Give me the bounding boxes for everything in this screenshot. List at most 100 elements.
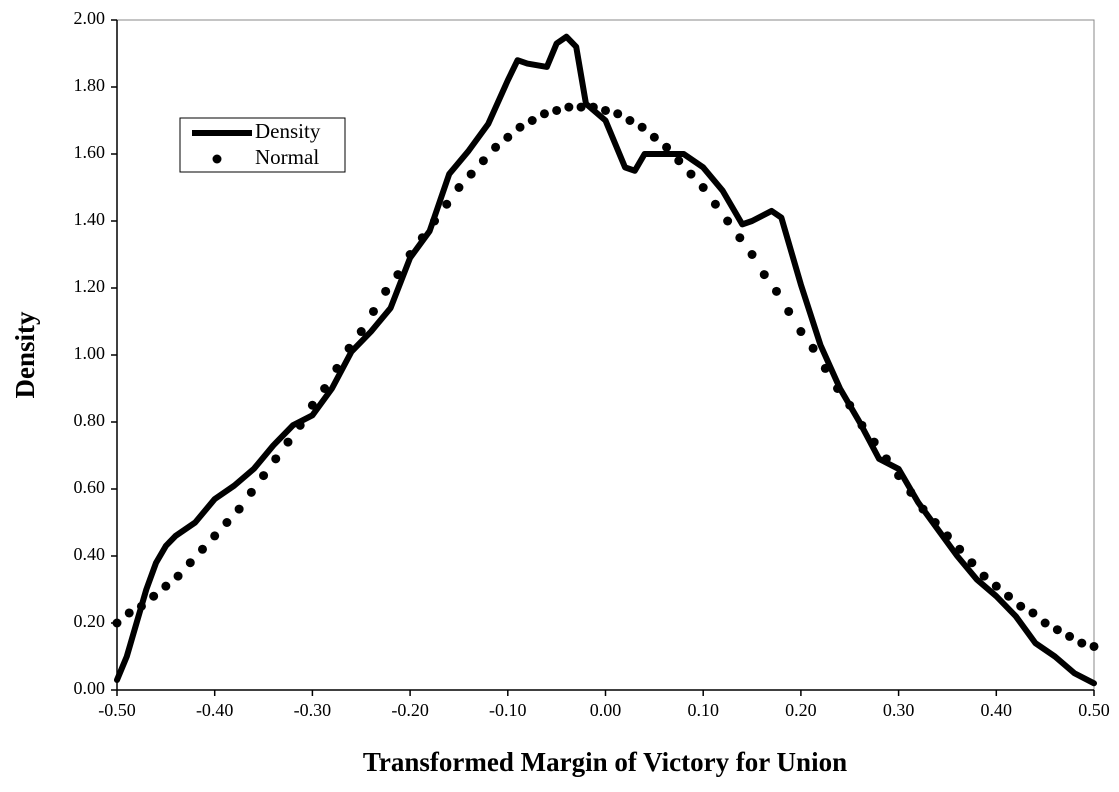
normal-dot: [173, 571, 183, 581]
density-line: [114, 33, 1097, 687]
normal-dot: [332, 363, 342, 373]
normal-dot: [942, 531, 952, 541]
x-tick-label: -0.10: [489, 700, 527, 720]
normal-dot: [552, 105, 562, 115]
normal-dot: [442, 199, 452, 209]
normal-dot: [930, 518, 940, 527]
normal-dot: [136, 601, 146, 611]
x-tick-label: -0.20: [391, 700, 429, 720]
y-tick-label: 0.80: [74, 410, 106, 430]
normal-dot: [637, 122, 647, 132]
normal-dot: [906, 487, 916, 497]
normal-dot: [588, 102, 598, 112]
normal-dot: [869, 437, 879, 447]
normal-dot: [686, 169, 696, 179]
normal-dot: [710, 199, 720, 209]
normal-dot: [674, 156, 684, 166]
normal-dot: [527, 116, 537, 125]
y-tick-label: 0.20: [74, 611, 106, 631]
normal-dot: [259, 471, 269, 481]
normal-dot: [466, 169, 476, 179]
normal-dot: [222, 518, 232, 527]
y-tick-label: 1.20: [74, 276, 106, 296]
y-tick-label: 1.80: [74, 75, 106, 95]
x-tick-label: 0.00: [590, 700, 622, 720]
y-tick-label: 0.60: [74, 477, 106, 497]
normal-dot: [478, 156, 488, 166]
normal-dot: [393, 270, 403, 280]
normal-dot: [784, 306, 794, 316]
normal-dot: [918, 504, 928, 514]
normal-dot: [491, 142, 501, 152]
x-tick-label: -0.30: [294, 700, 332, 720]
normal-dot: [967, 558, 977, 568]
normal-dot: [295, 420, 305, 430]
normal-dot: [1004, 591, 1014, 601]
normal-dot: [576, 102, 586, 112]
y-tick-label: 1.00: [74, 343, 106, 363]
normal-dot: [161, 581, 171, 591]
normal-dot: [124, 608, 134, 618]
normal-dot: [1077, 638, 1087, 648]
legend-marker: [212, 154, 222, 164]
normal-dot: [1065, 631, 1075, 641]
normal-dot: [735, 233, 745, 243]
normal-dot: [1089, 641, 1099, 651]
normal-dot: [149, 591, 159, 601]
normal-dot: [454, 183, 464, 192]
x-tick-label: 0.20: [785, 700, 817, 720]
legend-box: [179, 117, 346, 173]
normal-dot: [112, 618, 122, 628]
normal-dot: [1052, 625, 1062, 635]
y-tick-label: 1.40: [74, 209, 106, 229]
normal-dot: [833, 384, 843, 393]
y-tick-label: 0.00: [74, 678, 106, 698]
normal-dot: [979, 571, 989, 581]
normal-dot: [381, 286, 391, 296]
normal-dot: [307, 400, 317, 410]
normal-dot: [613, 109, 623, 119]
normal-dot: [1016, 601, 1026, 611]
y-tick-label: 1.60: [74, 142, 106, 162]
normal-dot: [601, 105, 610, 115]
normal-dot: [1028, 608, 1038, 618]
normal-dot: [283, 437, 293, 447]
normal-dot: [185, 558, 195, 568]
normal-dot: [197, 544, 207, 554]
x-tick-label: 0.30: [883, 700, 915, 720]
x-tick-label: -0.50: [98, 700, 136, 720]
normal-dot: [503, 132, 513, 142]
normal-dot: [857, 420, 867, 430]
normal-dot: [649, 132, 659, 142]
normal-dot: [747, 250, 757, 259]
normal-dot: [234, 504, 244, 514]
x-tick-label: 0.40: [981, 700, 1013, 720]
normal-dot: [515, 122, 525, 132]
normal-dot: [246, 487, 256, 497]
x-tick-label: 0.10: [687, 700, 719, 720]
normal-dot: [845, 400, 855, 410]
normal-dot: [662, 142, 672, 152]
normal-dot: [368, 306, 378, 316]
normal-dot: [625, 116, 635, 125]
normal-dot: [771, 286, 781, 296]
normal-dot: [808, 343, 818, 353]
x-tick-label: -0.40: [196, 700, 234, 720]
legend-text: Normal: [255, 145, 319, 169]
normal-dot: [356, 327, 366, 337]
normal-dot: [894, 471, 904, 481]
normal-dot: [271, 454, 281, 464]
normal-dot: [991, 581, 1001, 591]
normal-dot: [759, 270, 769, 280]
x-axis-title: Transformed Margin of Victory for Union: [363, 747, 847, 777]
y-axis-title: Density: [10, 311, 40, 398]
normal-dot: [1040, 618, 1050, 628]
x-tick-label: 0.50: [1078, 700, 1110, 720]
normal-dot: [723, 216, 733, 226]
y-tick-label: 2.00: [74, 8, 106, 28]
normal-dot: [955, 544, 965, 554]
normal-dot: [564, 102, 574, 112]
legend-text: Density: [255, 119, 321, 143]
y-tick-label: 0.40: [74, 544, 106, 564]
